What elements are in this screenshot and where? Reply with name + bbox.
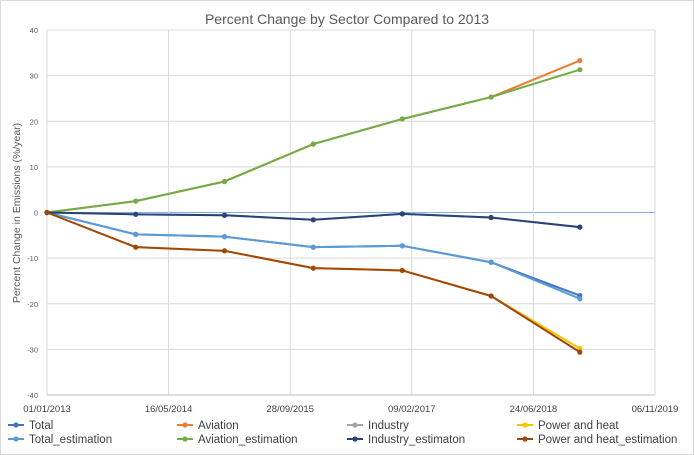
y-tick-label: -30	[27, 345, 38, 354]
legend-item: Industry	[347, 420, 409, 432]
x-tick-label: 16/05/2014	[145, 404, 193, 415]
legend-item: Aviation_estimation	[177, 434, 298, 446]
series-aviation-estimation	[44, 67, 583, 216]
x-tick-label: 24/06/2018	[510, 404, 558, 415]
data-point	[133, 244, 139, 250]
y-tick-label: -20	[27, 300, 38, 309]
legend-label: Power and heat	[538, 420, 619, 432]
data-point	[221, 212, 228, 218]
legend-item: Industry_estimaton	[347, 434, 465, 446]
data-point	[221, 178, 228, 185]
series-line	[46, 211, 581, 297]
y-tick-label: 10	[30, 163, 38, 172]
y-tick-label: 20	[30, 117, 38, 126]
data-point	[399, 243, 405, 249]
legend-swatch-marker	[522, 436, 528, 442]
y-tick-label: -10	[27, 254, 38, 263]
y-axis-label: Percent Change in Emissions (%/year)	[11, 123, 23, 303]
data-point	[577, 57, 583, 64]
data-point	[577, 345, 583, 352]
series-line	[46, 59, 581, 214]
y-tick-label: 30	[30, 72, 38, 81]
data-point	[310, 217, 316, 223]
data-point	[399, 267, 405, 274]
data-point	[488, 259, 494, 265]
data-point	[310, 244, 316, 250]
series-line	[46, 68, 581, 214]
legend-swatch-marker	[13, 436, 19, 442]
series-aviation	[44, 57, 583, 216]
legend-label: Aviation_estimation	[198, 434, 298, 446]
legend-item: Power and heat_estimation	[517, 434, 677, 446]
legend-label: Power and heat_estimation	[538, 434, 677, 446]
legend-swatch-marker	[522, 422, 528, 428]
data-point	[488, 293, 494, 299]
legend-label: Aviation	[198, 420, 239, 432]
data-point	[488, 214, 494, 221]
data-point	[399, 211, 405, 217]
series-power-and-heat-estimation	[44, 209, 583, 355]
legend-swatch-marker	[352, 436, 358, 442]
series-total-estimation	[44, 209, 583, 302]
chart-title: Percent Change by Sector Compared to 201…	[205, 11, 489, 27]
legend-swatch-marker	[182, 422, 188, 428]
data-point	[310, 141, 316, 147]
x-tick-label: 09/02/2017	[388, 404, 436, 415]
legend-label: Industry_estimaton	[368, 434, 465, 446]
y-tick-label: 40	[30, 26, 38, 35]
legend-label: Industry	[368, 420, 409, 432]
x-tick-label: 01/01/2013	[23, 404, 71, 415]
data-point	[133, 198, 139, 204]
x-tick-label: 28/09/2015	[266, 404, 314, 415]
axis-ticks: -40 -30 -20 -10 0 10 20 30 40 01/01/2013 16/05/201…	[23, 26, 678, 415]
y-tick-label: -40	[27, 391, 38, 400]
legend-item: Power and heat	[517, 420, 619, 432]
data-point	[221, 248, 228, 254]
series-lines	[44, 57, 583, 355]
gridlines	[46, 29, 656, 396]
legend-label: Total	[29, 420, 53, 432]
legend-swatch-marker	[13, 422, 19, 428]
series-line	[46, 211, 581, 300]
data-point	[488, 94, 494, 100]
data-point	[133, 211, 139, 217]
data-point	[399, 116, 405, 122]
data-point	[310, 265, 316, 271]
data-point	[221, 234, 228, 240]
legend-swatch-marker	[352, 422, 358, 428]
legend-item: Aviation	[177, 420, 239, 432]
legend-item: Total_estimation	[8, 434, 112, 446]
series-total	[44, 209, 583, 299]
series-line	[46, 211, 581, 353]
data-point	[577, 296, 583, 302]
legend-label: Total_estimation	[29, 434, 112, 446]
data-point	[577, 224, 583, 230]
legend-item: Total	[8, 420, 53, 432]
data-point	[44, 209, 50, 216]
data-point	[577, 349, 583, 355]
x-tick-label: 06/11/2019	[632, 404, 679, 415]
data-point	[577, 67, 583, 73]
legend-swatch-marker	[182, 436, 188, 442]
data-point	[133, 231, 139, 237]
legend: Total Aviation Industry Power and heat Total…	[8, 420, 677, 446]
y-tick-label: 0	[34, 209, 38, 218]
